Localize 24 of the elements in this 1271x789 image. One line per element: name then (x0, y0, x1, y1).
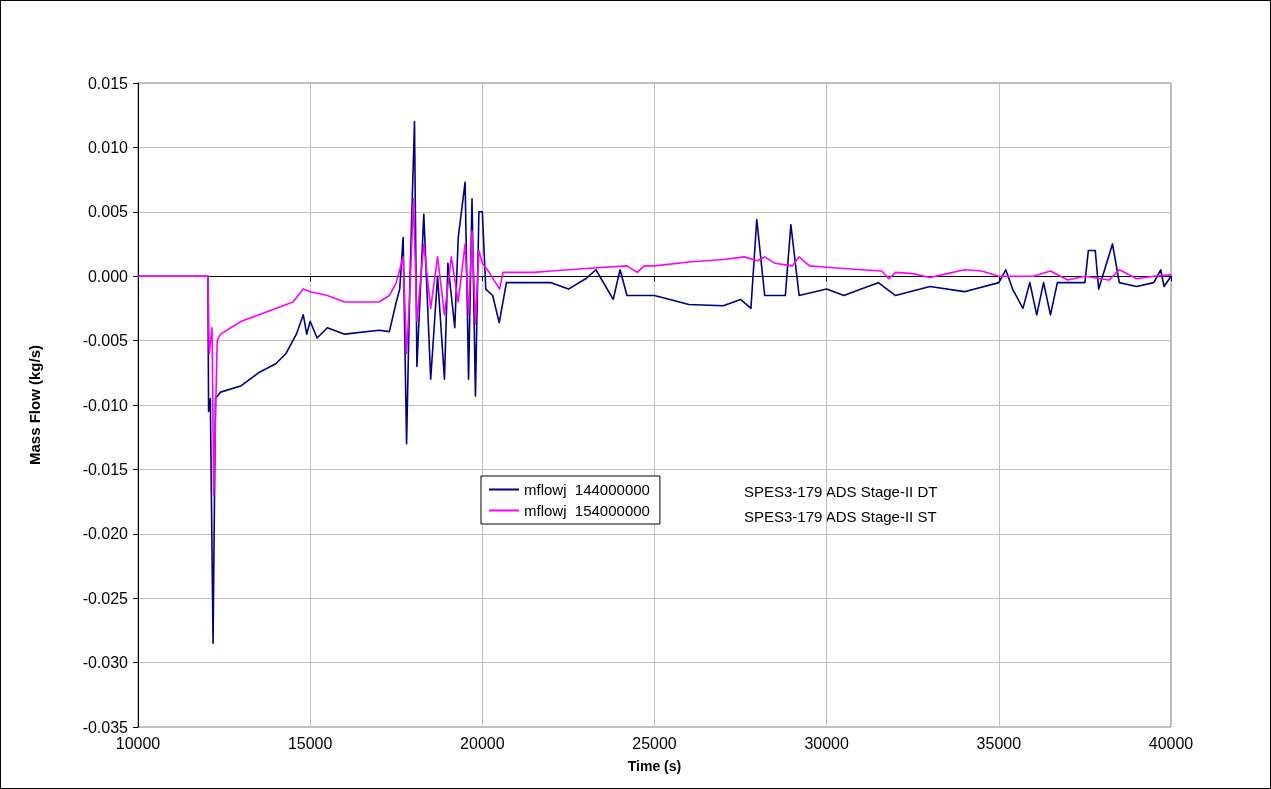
y-tick-label: 0.010 (87, 138, 129, 156)
y-tick-label: -0.005 (82, 332, 129, 350)
y-tick-label: -0.025 (82, 589, 129, 607)
x-tick-label: 35000 (976, 734, 1022, 752)
x-tick-label: 30000 (804, 734, 850, 752)
y-tick-label: 0.005 (87, 203, 129, 221)
y-axis-title: Mass Flow (kg/s) (26, 344, 43, 466)
y-tick-label: -0.030 (82, 654, 129, 672)
x-axis-title: Time (s) (627, 758, 682, 774)
x-tick-label: 20000 (460, 734, 505, 752)
y-tick-label: 0.000 (87, 267, 129, 285)
x-tick-label: 15000 (287, 734, 333, 752)
annotation: SPES3-179 ADS Stage-II ST (744, 508, 937, 525)
annotation: SPES3-179 ADS Stage-II DT (744, 483, 938, 500)
y-tick-label: -0.020 (82, 525, 129, 543)
y-tick-label: -0.015 (82, 460, 129, 478)
y-tick-label: -0.035 (82, 718, 129, 736)
x-tick-label: 40000 (1148, 734, 1194, 752)
legend-label: mflowj 144000000 (524, 481, 650, 498)
legend-label: mflowj 154000000 (524, 502, 650, 519)
y-tick-label: -0.010 (82, 396, 129, 414)
y-tick-label: 0.015 (87, 74, 129, 92)
x-tick-label: 10000 (115, 734, 161, 752)
x-tick-label: 25000 (632, 734, 677, 752)
